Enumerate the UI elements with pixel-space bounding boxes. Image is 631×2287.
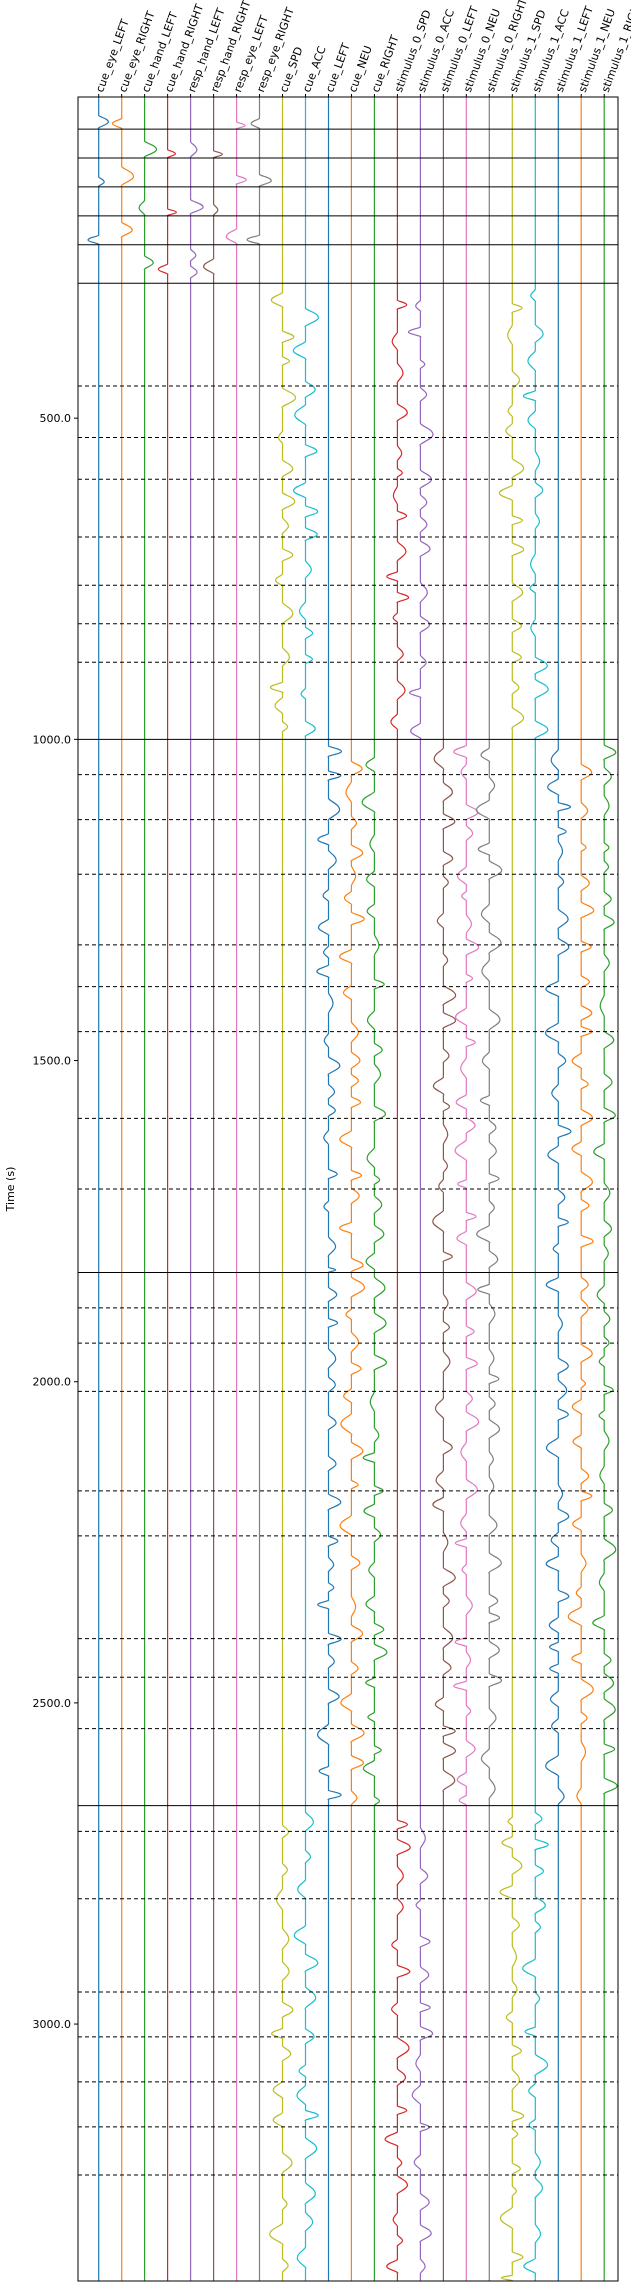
y-tick-label: 2000.0 [33,1376,72,1389]
regressor-stimulus_1_LEFT [544,97,572,2281]
regressor-stimulus_1_ACC [522,97,549,2281]
regressor-stimulus_0_LEFT [432,97,457,2281]
regressor-cue_eye_RIGHT [111,97,135,2281]
regressor-resp_hand_LEFT [189,97,204,2281]
regressor-resp_hand_RIGHT [202,97,224,2281]
regressor-stimulus_1_NEU [567,97,595,2281]
y-axis: 500.0 1000.0 1500.0 2000.0 2500.0 3000.0 [33,412,78,2031]
y-tick-label: 2500.0 [33,1697,72,1710]
regressor-stimulus_1_SPD [498,97,525,2282]
regressor-cue_NEU [338,97,366,2281]
regressor-cue_RIGHT [361,97,388,2281]
plot-frame [77,96,619,2282]
block-boundary-lines [78,385,618,2176]
regressor-cue_eye_LEFT [87,97,110,2281]
regressor-stimulus_0_NEU [453,97,480,2281]
regressor-stimulus_0_SPD [384,97,411,2281]
regressor-cue_ACC [292,97,320,2281]
regressor-stimulus_1_RIGHT [592,97,618,2281]
regressor-stimulus_0_RIGHT [475,97,503,2281]
regressor-cue_LEFT [316,97,343,2281]
regressor-cue_hand_RIGHT [157,97,178,2281]
regressor-cue_SPD [269,97,297,2281]
regressor-traces [87,97,618,2282]
y-tick-label: 1500.0 [33,1055,72,1068]
regressor-resp_eye_LEFT [225,97,247,2281]
y-tick-label: 3000.0 [33,2018,72,2031]
regressor-resp_eye_RIGHT [246,97,272,2281]
y-tick-label: 500.0 [40,412,72,425]
column-labels: cue_eye_LEFTcue_eye_RIGHTcue_hand_LEFTcu… [93,0,631,97]
regressor-cue_hand_LEFT [138,97,158,2281]
run-boundary-lines [78,128,618,1807]
y-axis-label: Time (s) [4,1167,17,1213]
y-tick-label: 1000.0 [33,733,72,746]
